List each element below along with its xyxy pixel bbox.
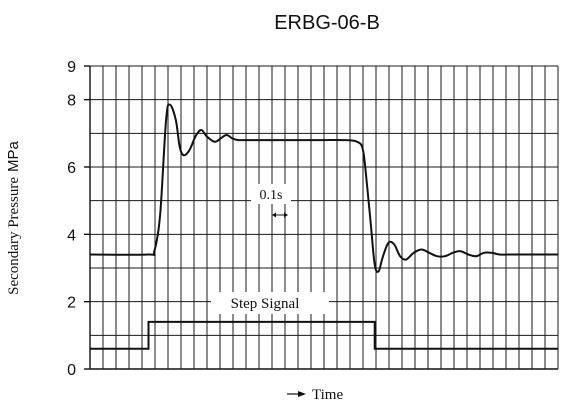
y-axis-unit: MPa (5, 140, 22, 172)
scale-note-arrow (272, 212, 288, 218)
scale-note-bg (251, 184, 291, 204)
series (89, 103, 558, 350)
y-axis-label: Secondary Pressure MPa (5, 140, 22, 294)
time-arrow (287, 391, 306, 397)
y-tick-label: 8 (67, 93, 76, 110)
y-ticks: 0 2 4 6 8 9 (67, 59, 90, 379)
series-line-step-signal (90, 320, 558, 350)
y-tick-label: 9 (67, 59, 76, 76)
step-signal-label-bg (211, 292, 329, 314)
x-axis-label: Time (312, 387, 343, 403)
series-line-pressure-response (89, 103, 558, 273)
step-signal-label: Step Signal (231, 296, 300, 312)
grid (90, 65, 559, 369)
y-tick-label: 4 (67, 227, 76, 244)
y-axis-label-text: Secondary Pressure (6, 177, 22, 295)
scale-note-label: 0.1s (260, 188, 283, 203)
y-tick-label: 2 (67, 295, 76, 312)
chart-title: ERBG-06-B (274, 12, 380, 34)
y-tick-label: 6 (67, 160, 76, 177)
y-tick-label: 0 (67, 362, 76, 379)
